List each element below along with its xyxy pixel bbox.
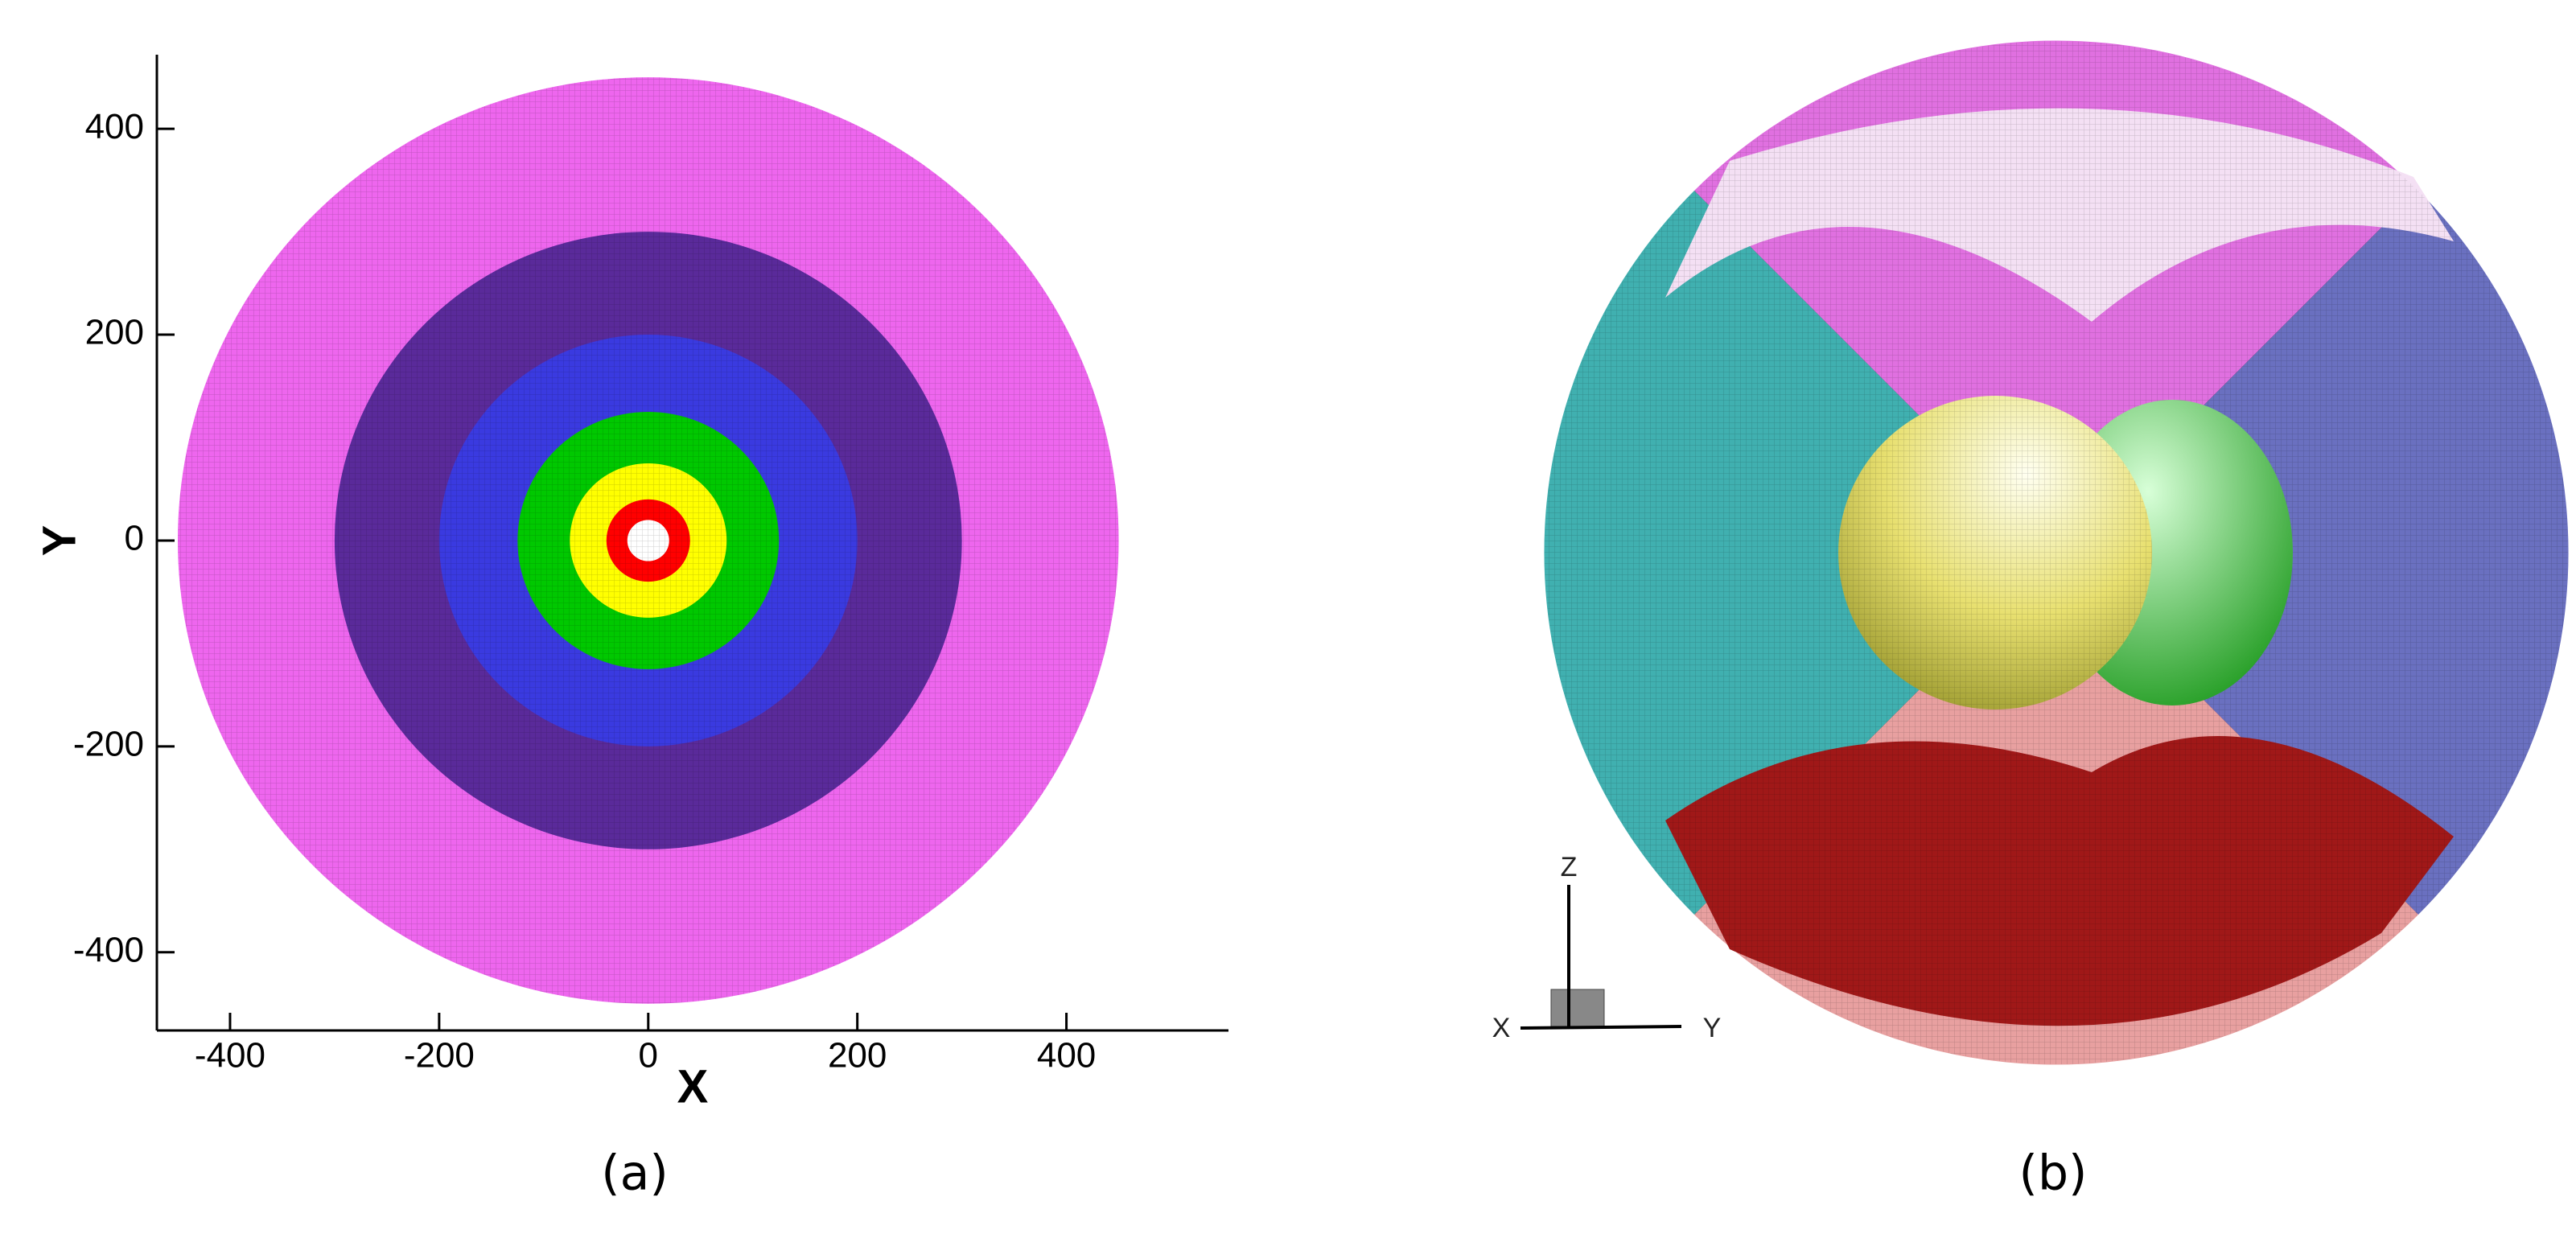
yellow-mesh: [1838, 396, 2152, 709]
triad-xy: [1520, 1025, 1682, 1030]
panel-a: -400 -200 0 200 400 -400 -200 0 200 400: [73, 55, 1228, 1076]
y-axis-label: Y: [33, 525, 85, 557]
ring-mesh: [627, 520, 669, 561]
x-axis-label: X: [677, 1060, 709, 1113]
x-tick-label: -200: [404, 1036, 475, 1076]
panel-b: Z X Y: [1492, 40, 2569, 1065]
caption-a: (a): [601, 1145, 669, 1202]
x-tick-label: -400: [195, 1036, 265, 1076]
triad-y-label: Y: [1703, 1013, 1722, 1043]
x-tick-label: 0: [639, 1036, 658, 1076]
y-tick-label: 200: [85, 313, 144, 352]
y-tick-label: -200: [73, 724, 144, 763]
x-tick-label: 200: [828, 1036, 887, 1076]
x-tick-label: 400: [1037, 1036, 1096, 1076]
triad-x-label: X: [1492, 1013, 1511, 1043]
y-tick-label: 0: [125, 519, 144, 558]
caption-b: (b): [2019, 1145, 2088, 1202]
y-tick-label: 400: [85, 107, 144, 146]
y-tick-label: -400: [73, 930, 144, 969]
triad-box: [1550, 989, 1605, 1027]
triad-z-label: Z: [1561, 852, 1578, 882]
